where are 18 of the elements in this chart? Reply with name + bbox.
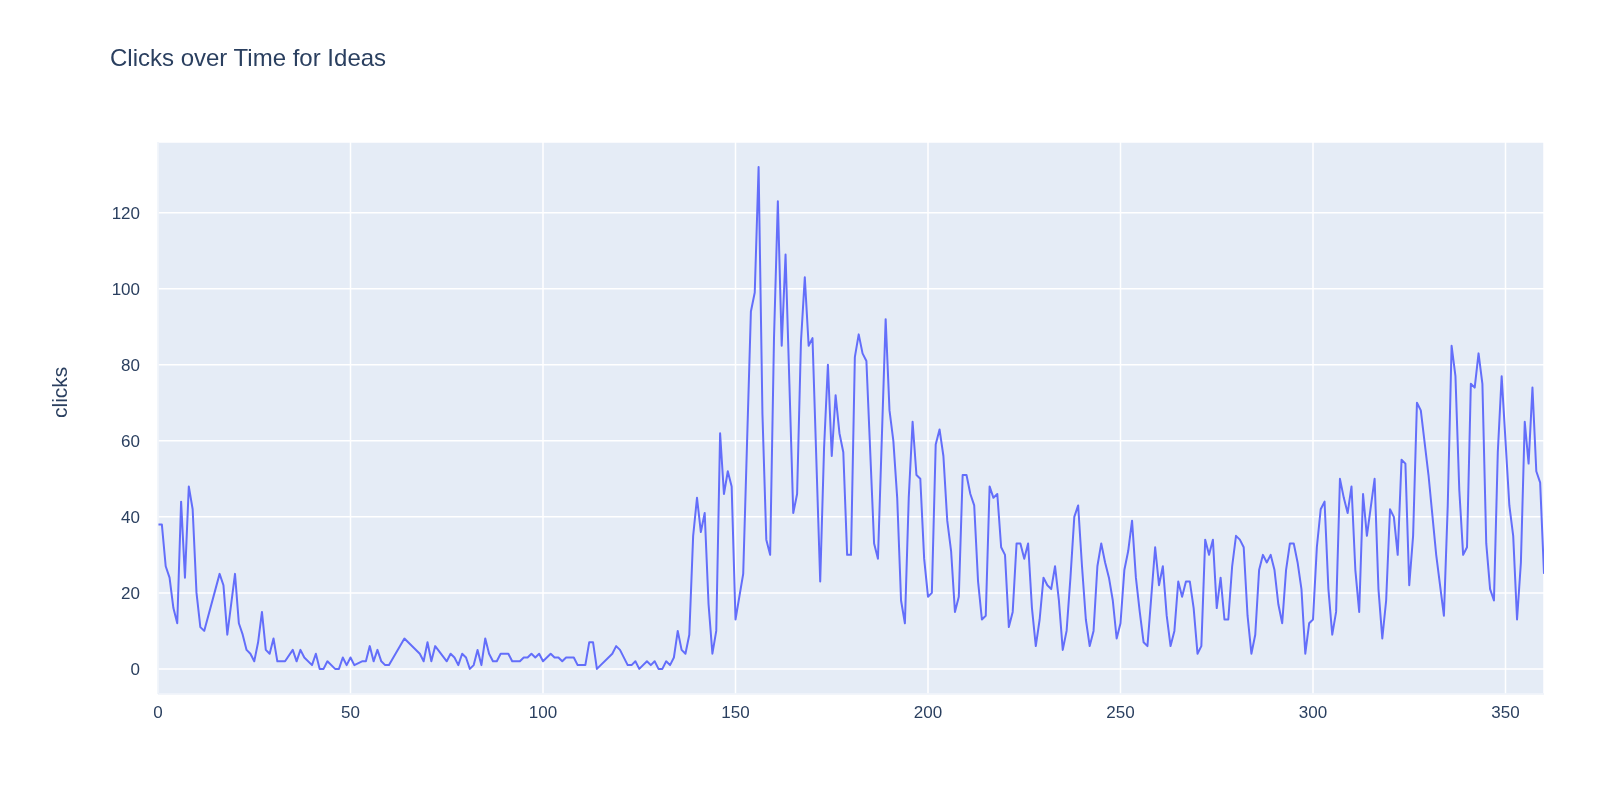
y-tick-label: 0 [130,659,140,679]
x-tick-label: 100 [528,703,558,723]
y-tick-label: 100 [111,279,140,299]
y-tick-label: 80 [121,355,140,375]
y-tick-label: 120 [111,203,140,223]
x-tick-label: 350 [1491,703,1520,723]
y-axis-title: clicks [48,366,72,418]
line-series [158,166,1544,670]
x-tick-label: 200 [913,703,943,723]
x-tick-label: 250 [1106,703,1135,723]
y-tick-label: 20 [121,583,140,603]
y-tick-label: 60 [121,431,140,451]
chart-title: Clicks over Time for Ideas [110,44,387,72]
x-tick-label: 300 [1298,703,1328,723]
y-tick-label: 40 [121,507,140,527]
x-tick-label: 0 [153,703,163,723]
x-tick-label: 150 [721,703,750,723]
x-tick-label: 50 [341,703,360,723]
